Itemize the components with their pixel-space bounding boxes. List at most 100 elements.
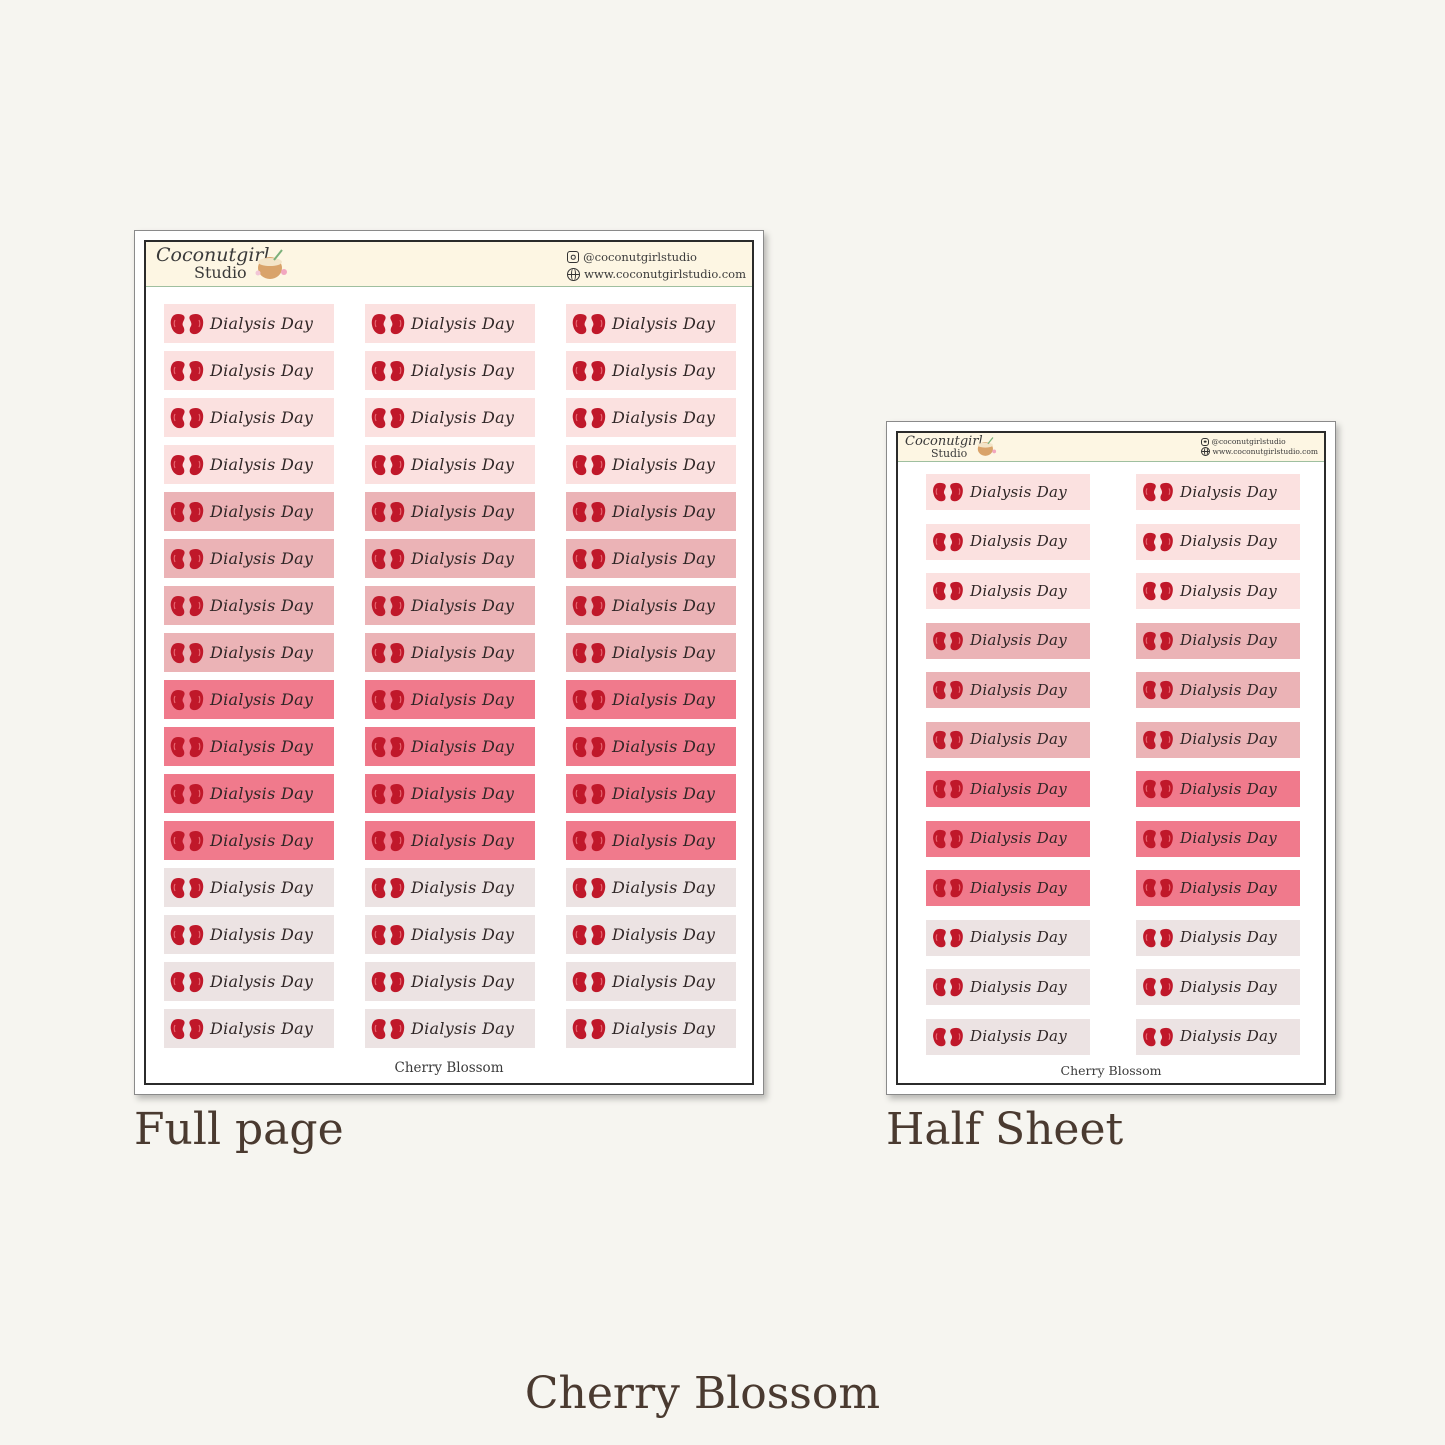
dialysis-day-label: Dialysis Day	[365, 727, 535, 766]
kidneys-icon	[932, 531, 964, 557]
dialysis-day-label: Dialysis Day	[566, 586, 736, 625]
dialysis-day-label: Dialysis Day	[566, 727, 736, 766]
label-text: Dialysis Day	[1180, 680, 1278, 699]
label-text: Dialysis Day	[411, 313, 515, 333]
dialysis-day-label: Dialysis Day	[566, 915, 736, 954]
kidneys-icon	[371, 829, 405, 857]
label-text: Dialysis Day	[612, 548, 716, 568]
sheet-header: Coconutgirl Studio @coconutgirlstudio ww…	[146, 242, 752, 287]
kidneys-icon	[572, 594, 606, 622]
kidneys-icon	[932, 828, 964, 854]
kidneys-icon	[932, 729, 964, 755]
dialysis-day-label: Dialysis Day	[566, 868, 736, 907]
label-text: Dialysis Day	[612, 924, 716, 944]
social-links: @coconutgirlstudio www.coconutgirlstudio…	[1201, 437, 1318, 456]
dialysis-day-label: Dialysis Day	[926, 721, 1090, 758]
kidneys-icon	[170, 970, 204, 998]
label-text: Dialysis Day	[1180, 532, 1278, 551]
label-text: Dialysis Day	[970, 680, 1068, 699]
label-text: Dialysis Day	[970, 878, 1068, 897]
label-text: Dialysis Day	[210, 595, 314, 615]
dialysis-day-label: Dialysis Day	[1136, 721, 1300, 758]
kidneys-icon	[170, 782, 204, 810]
kidneys-icon	[572, 406, 606, 434]
label-text: Dialysis Day	[411, 877, 515, 897]
dialysis-day-label: Dialysis Day	[164, 727, 334, 766]
kidneys-icon	[572, 453, 606, 481]
dialysis-day-label: Dialysis Day	[1136, 474, 1300, 510]
dialysis-day-label: Dialysis Day	[164, 680, 334, 719]
dialysis-day-label: Dialysis Day	[566, 774, 736, 813]
dialysis-day-label: Dialysis Day	[926, 672, 1090, 708]
website-url: www.coconutgirlstudio.com	[1212, 447, 1318, 456]
dialysis-day-label: Dialysis Day	[365, 586, 535, 625]
kidneys-icon	[932, 927, 964, 953]
dialysis-day-label: Dialysis Day	[365, 492, 535, 531]
dialysis-day-label: Dialysis Day	[926, 1018, 1090, 1055]
label-text: Dialysis Day	[612, 407, 716, 427]
kidneys-icon	[371, 453, 405, 481]
kidneys-icon	[1142, 580, 1174, 606]
brand-logo: Coconutgirl Studio	[156, 244, 270, 282]
dialysis-day-label: Dialysis Day	[1136, 919, 1300, 956]
label-text: Dialysis Day	[210, 548, 314, 568]
label-text: Dialysis Day	[612, 689, 716, 709]
dialysis-day-label: Dialysis Day	[164, 539, 334, 578]
dialysis-day-label: Dialysis Day	[926, 820, 1090, 857]
sheet-header: Coconutgirl Studio @coconutgirlstudio ww…	[898, 433, 1324, 462]
website-url: www.coconutgirlstudio.com	[584, 267, 746, 281]
label-text: Dialysis Day	[970, 482, 1068, 501]
dialysis-day-label: Dialysis Day	[1136, 870, 1300, 906]
kidneys-icon	[572, 641, 606, 669]
kidneys-icon	[1142, 778, 1174, 804]
dialysis-day-label: Dialysis Day	[365, 445, 535, 484]
dialysis-day-label: Dialysis Day	[365, 539, 535, 578]
label-text: Dialysis Day	[210, 877, 314, 897]
kidneys-icon	[1142, 877, 1174, 903]
kidneys-icon	[572, 1017, 606, 1045]
kidneys-icon	[371, 641, 405, 669]
label-text: Dialysis Day	[210, 501, 314, 521]
label-text: Dialysis Day	[1180, 581, 1278, 600]
label-text: Dialysis Day	[1180, 829, 1278, 848]
kidneys-icon	[572, 829, 606, 857]
dialysis-day-label: Dialysis Day	[164, 633, 334, 672]
dialysis-day-label: Dialysis Day	[566, 1009, 736, 1048]
kidneys-icon	[170, 688, 204, 716]
kidneys-icon	[371, 782, 405, 810]
dialysis-day-label: Dialysis Day	[164, 398, 334, 437]
dialysis-day-label: Dialysis Day	[365, 774, 535, 813]
full-page-caption: Full page	[134, 1104, 344, 1155]
kidneys-icon	[932, 1026, 964, 1052]
dialysis-day-label: Dialysis Day	[1136, 1018, 1300, 1055]
label-text: Dialysis Day	[1180, 482, 1278, 501]
kidneys-icon	[371, 876, 405, 904]
kidneys-icon	[170, 735, 204, 763]
half-sheet-caption: Half Sheet	[886, 1104, 1124, 1155]
instagram-icon	[1201, 437, 1210, 446]
dialysis-day-label: Dialysis Day	[365, 821, 535, 860]
label-text: Dialysis Day	[1180, 878, 1278, 897]
label-text: Dialysis Day	[612, 501, 716, 521]
dialysis-day-label: Dialysis Day	[926, 474, 1090, 510]
kidneys-icon	[932, 679, 964, 705]
kidneys-icon	[371, 735, 405, 763]
kidneys-icon	[572, 782, 606, 810]
label-text: Dialysis Day	[411, 407, 515, 427]
label-text: Dialysis Day	[612, 1018, 716, 1038]
kidneys-icon	[1142, 729, 1174, 755]
label-text: Dialysis Day	[210, 736, 314, 756]
instagram-handle: @coconutgirlstudio	[583, 250, 697, 264]
label-text: Dialysis Day	[970, 631, 1068, 650]
label-text: Dialysis Day	[970, 779, 1068, 798]
kidneys-icon	[170, 594, 204, 622]
label-text: Dialysis Day	[1180, 779, 1278, 798]
label-text: Dialysis Day	[612, 313, 716, 333]
kidneys-icon	[371, 688, 405, 716]
dialysis-day-label: Dialysis Day	[926, 523, 1090, 560]
label-text: Dialysis Day	[970, 581, 1068, 600]
kidneys-icon	[170, 406, 204, 434]
kidneys-icon	[170, 312, 204, 340]
label-text: Dialysis Day	[1180, 928, 1278, 947]
label-text: Dialysis Day	[210, 783, 314, 803]
